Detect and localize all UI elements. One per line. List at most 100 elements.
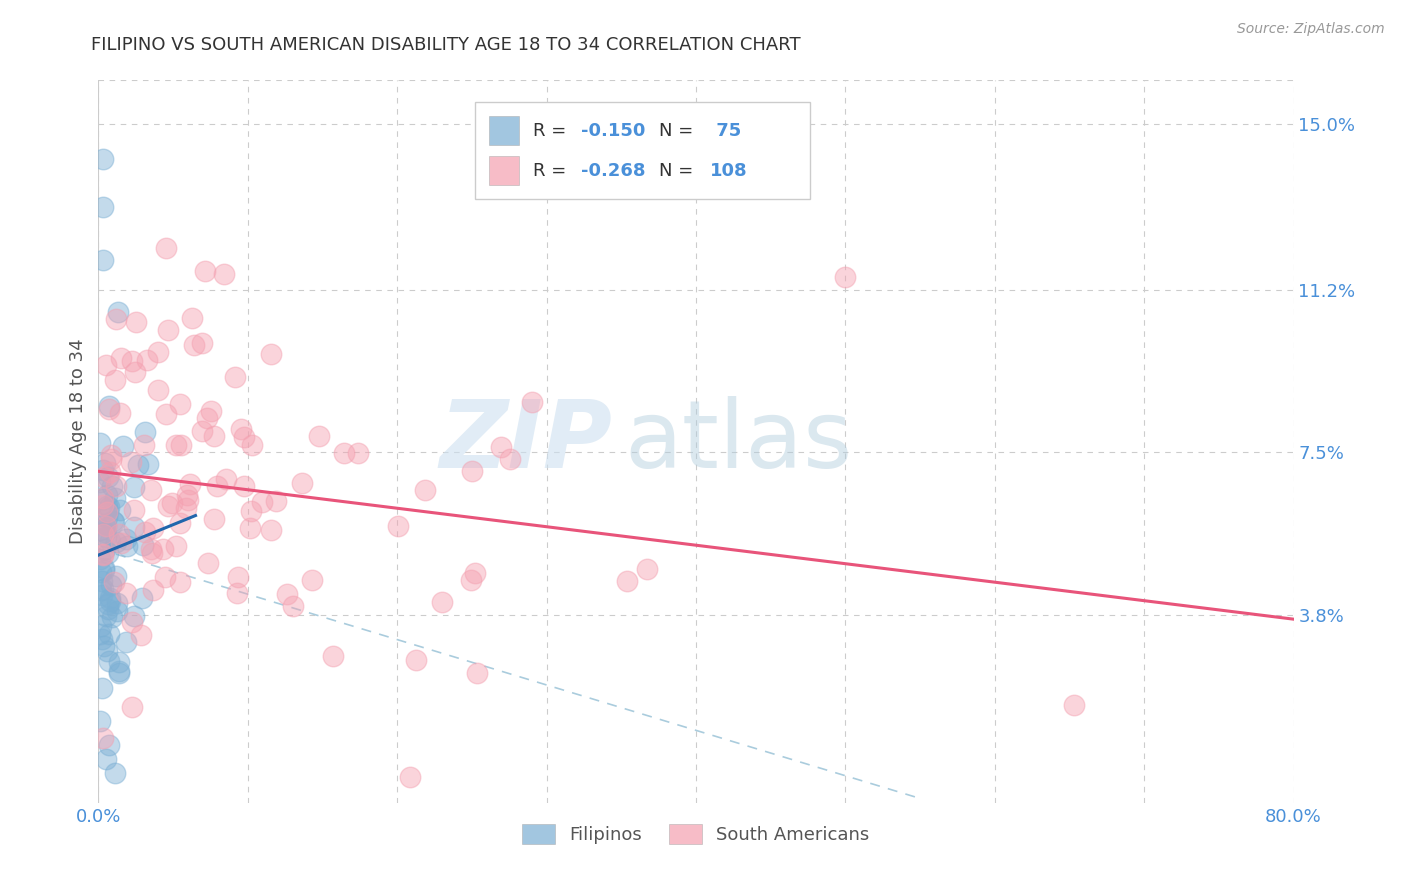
Point [114, 586, 136, 600]
Point [98, 591, 121, 605]
Point [225, 585, 247, 599]
Point [89, 714, 111, 728]
Point [96, 644, 118, 658]
Point [94, 456, 117, 470]
Point [98, 627, 121, 641]
Point [239, 521, 262, 535]
Point [108, 666, 131, 681]
Point [104, 535, 127, 549]
Point [155, 407, 177, 421]
Point [194, 264, 217, 278]
Point [169, 397, 191, 411]
Point [89, 619, 111, 633]
Point [465, 666, 488, 681]
Point [239, 504, 262, 518]
Point [415, 483, 437, 497]
Point [169, 574, 191, 589]
Point [135, 353, 157, 368]
Point [101, 478, 124, 492]
Point [124, 315, 146, 329]
Point [202, 428, 225, 442]
Point [96, 608, 118, 623]
Text: atlas: atlas [624, 395, 852, 488]
Point [104, 491, 127, 505]
Point [91, 252, 114, 267]
Point [108, 406, 131, 420]
Point [156, 500, 179, 514]
Point [183, 338, 205, 352]
Point [91, 582, 114, 596]
Point [177, 493, 200, 508]
Point [121, 699, 143, 714]
Point [97, 738, 120, 752]
Point [200, 404, 222, 418]
Point [91, 731, 114, 746]
Point [212, 267, 235, 281]
Point [93, 639, 115, 653]
Point [101, 610, 124, 624]
Point [100, 578, 122, 592]
Point [122, 609, 145, 624]
Point [93, 463, 115, 477]
Point [121, 615, 143, 629]
Text: N =: N = [659, 161, 699, 179]
Text: Source: ZipAtlas.com: Source: ZipAtlas.com [1237, 22, 1385, 37]
Point [142, 583, 165, 598]
Point [226, 570, 249, 584]
Point [103, 516, 125, 530]
Point [105, 596, 128, 610]
Point [636, 562, 658, 576]
Text: 108: 108 [710, 161, 748, 179]
Point [197, 556, 219, 570]
Point [90, 565, 112, 579]
Text: FILIPINO VS SOUTH AMERICAN DISABILITY AGE 18 TO 34 CORRELATION CHART: FILIPINO VS SOUTH AMERICAN DISABILITY AG… [91, 36, 801, 54]
Text: R =: R = [533, 161, 572, 179]
Point [202, 512, 225, 526]
Point [134, 425, 156, 439]
Point [94, 541, 117, 556]
Point [111, 439, 134, 453]
Point [232, 479, 254, 493]
Point [127, 458, 149, 472]
Point [148, 344, 170, 359]
Point [399, 770, 422, 784]
Point [91, 588, 114, 602]
Point [115, 539, 138, 553]
Point [260, 347, 283, 361]
Point [322, 648, 344, 663]
Point [104, 372, 127, 386]
Point [93, 470, 115, 484]
Point [120, 455, 142, 469]
Point [233, 430, 256, 444]
Point [97, 500, 120, 514]
Point [103, 574, 125, 589]
Point [114, 532, 136, 546]
Point [460, 573, 482, 587]
Point [308, 429, 330, 443]
Point [94, 358, 117, 372]
Point [97, 401, 120, 416]
Text: R =: R = [533, 122, 572, 140]
Point [464, 566, 486, 580]
Point [224, 370, 246, 384]
Point [301, 573, 323, 587]
Point [276, 586, 298, 600]
FancyBboxPatch shape [489, 117, 519, 145]
Point [94, 752, 117, 766]
Point [134, 524, 156, 539]
Point [97, 470, 120, 484]
Point [108, 526, 131, 541]
Point [190, 335, 212, 350]
Point [89, 475, 111, 489]
Point [231, 422, 253, 436]
Point [91, 498, 114, 512]
Point [176, 488, 198, 502]
Y-axis label: Disability Age 18 to 34: Disability Age 18 to 34 [69, 339, 87, 544]
Point [205, 478, 228, 492]
Point [90, 632, 112, 646]
Point [96, 499, 118, 513]
Point [134, 437, 156, 451]
Point [93, 562, 115, 576]
Point [141, 546, 163, 560]
Text: -0.268: -0.268 [581, 161, 645, 179]
